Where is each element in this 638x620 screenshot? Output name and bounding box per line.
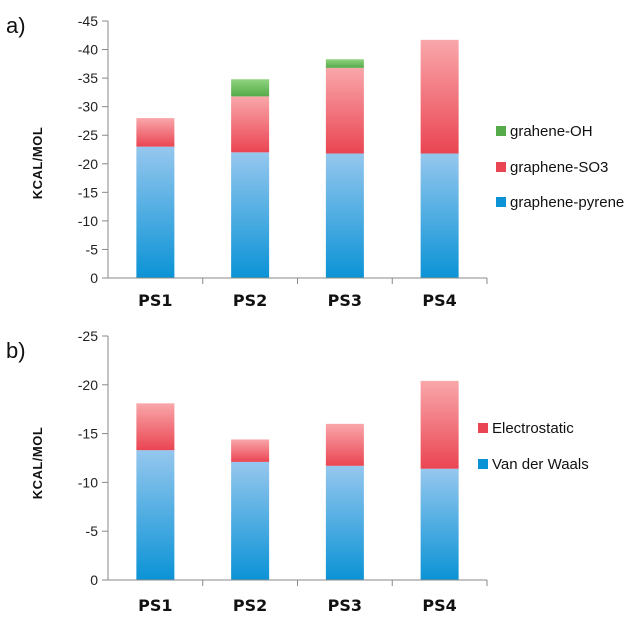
y-tick-label: -15 [78, 184, 98, 200]
y-tick-label: -20 [78, 156, 98, 172]
x-category-label: PS1 [138, 291, 172, 310]
chart-panel-b: b) KCAL/MOL 0 -5 -10 -15 -20 -25 PS1 PS2 PS3 PS4… [6, 328, 589, 615]
y-axis-ticks-a: 0 -5 -10 -15 -20 -25 -30 -35 -40 -45 [78, 13, 108, 286]
legend-swatch [478, 459, 488, 469]
panel-label-a: a) [6, 13, 26, 38]
y-tick-label: -10 [78, 474, 98, 490]
y-axis-ticks-b: 0 -5 -10 -15 -20 -25 [78, 328, 108, 588]
y-tick-label: -40 [78, 42, 98, 58]
bars-a [136, 39, 459, 278]
y-tick-label: -15 [78, 426, 98, 442]
bar-segment-red [325, 423, 364, 466]
bar-segment-blue [325, 153, 364, 278]
bar-segment-red [325, 67, 364, 154]
legend-swatch [496, 126, 506, 136]
x-category-label: PS3 [328, 291, 362, 310]
y-tick-label: -30 [78, 99, 98, 115]
x-category-label: PS3 [328, 596, 362, 615]
bar-segment-red [231, 96, 270, 153]
legend-swatch [496, 197, 506, 207]
x-category-label: PS1 [138, 596, 172, 615]
axes-b [107, 336, 488, 586]
x-category-label: PS2 [233, 596, 267, 615]
legend-a: grahene-OH graphene-SO3 graphene-pyrene [496, 123, 624, 211]
legend-b: Electrostatic Van der Waals [478, 420, 589, 473]
bars-b [136, 380, 459, 580]
bar-segment-red [136, 403, 175, 451]
bar-segment-green [231, 79, 270, 97]
y-tick-label: -25 [78, 127, 98, 143]
bar-segment-red [231, 439, 270, 462]
bar-segment-green [325, 59, 364, 68]
legend-label: Van der Waals [492, 456, 589, 473]
legend-swatch [496, 162, 506, 172]
bar-segment-blue [136, 450, 175, 580]
x-category-label: PS4 [422, 596, 456, 615]
legend-label: Electrostatic [492, 420, 574, 437]
y-axis-label-b: KCAL/MOL [30, 427, 45, 500]
legend-swatch [478, 423, 488, 433]
category-labels-b: PS1 PS2 PS3 PS4 [138, 596, 457, 615]
legend-label: graphene-SO3 [510, 159, 608, 176]
y-tick-label: -45 [78, 13, 98, 29]
y-tick-label: -35 [78, 70, 98, 86]
y-tick-label: 0 [90, 572, 98, 588]
bar-segment-blue [136, 146, 175, 278]
y-tick-label: -10 [78, 213, 98, 229]
bar-segment-blue [420, 468, 459, 580]
y-tick-label: -25 [78, 328, 98, 344]
panel-label-b: b) [6, 338, 26, 363]
bar-segment-red [136, 118, 175, 147]
bar-segment-blue [325, 465, 364, 580]
y-axis-label-a: KCAL/MOL [30, 127, 45, 200]
legend-label: graphene-pyrene [510, 194, 624, 211]
x-category-label: PS2 [233, 291, 267, 310]
legend-label: grahene-OH [510, 123, 593, 140]
y-tick-label: -5 [86, 523, 99, 539]
y-tick-label: -5 [86, 241, 99, 257]
chart-panel-a: a) KCAL/MOL 0-5-10-15-20-25-30-35-40-45 … [6, 13, 624, 310]
bar-segment-blue [420, 153, 459, 278]
bar-segment-red [420, 380, 459, 469]
axes-a [107, 21, 488, 284]
y-tick-label: 0 [90, 270, 98, 286]
bar-segment-red [420, 39, 459, 154]
x-category-label: PS4 [422, 291, 456, 310]
category-labels-a: PS1 PS2 PS3 PS4 [138, 291, 457, 310]
y-tick-label: -20 [78, 377, 98, 393]
bar-segment-blue [231, 152, 270, 278]
bar-segment-blue [231, 461, 270, 580]
